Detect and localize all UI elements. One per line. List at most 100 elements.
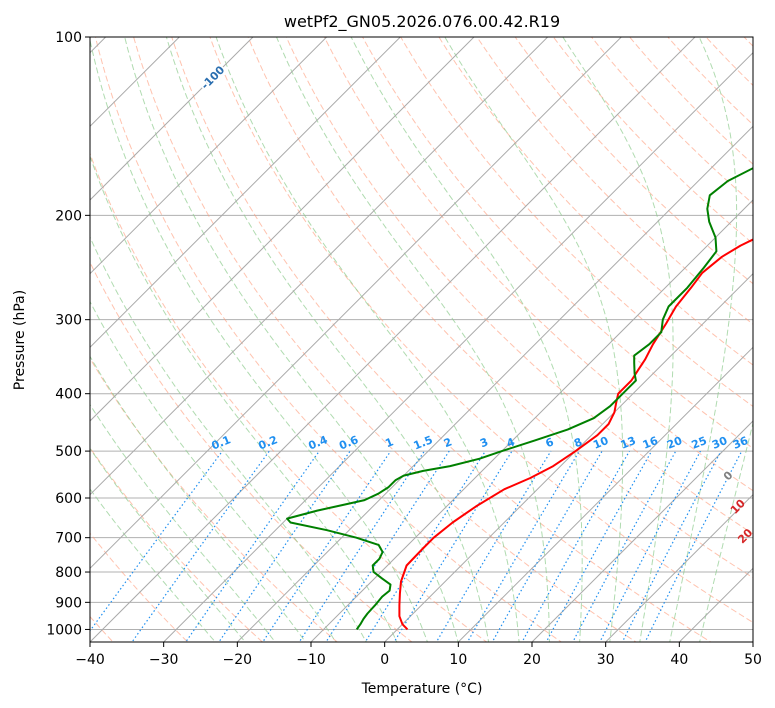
moist-adiabat-line xyxy=(90,154,398,642)
mixing-ratio-line xyxy=(621,450,722,642)
mixing-ratio-line xyxy=(435,450,552,642)
isotherm-line xyxy=(0,10,59,654)
moist-adiabat-line xyxy=(276,37,550,642)
y-tick-label: 1000 xyxy=(46,622,82,638)
mixing-ratio-line xyxy=(364,450,486,642)
mixing-ratio-label: 1.5 xyxy=(412,433,435,452)
mixing-ratio-line xyxy=(491,450,603,642)
mixing-ratio-label: 10 xyxy=(591,434,610,452)
dry-adiabat-line xyxy=(285,37,753,535)
dry-adiabat-line xyxy=(90,261,413,642)
dry-adiabat-line xyxy=(590,37,753,205)
dry-adiabat-line xyxy=(667,37,753,126)
mixing-ratio-label: 20 xyxy=(665,434,684,452)
mixing-ratio-label: 2 xyxy=(442,435,454,450)
mixing-ratio-line xyxy=(466,450,580,642)
dry-adiabat-line xyxy=(209,37,753,624)
mixing-ratio-label: 3 xyxy=(478,435,490,450)
x-tick-label: 30 xyxy=(597,652,615,668)
x-axis-label: Temperature (°C) xyxy=(361,681,483,697)
mixing-ratio-line xyxy=(262,450,392,642)
isotherm-line xyxy=(457,346,753,642)
mixing-ratio-line xyxy=(599,450,702,642)
dry-adiabat-line xyxy=(94,37,563,642)
y-tick-label: 600 xyxy=(55,491,82,507)
dry-adiabat-line xyxy=(361,37,753,449)
y-tick-label: 800 xyxy=(55,565,82,581)
dry-adiabat-line xyxy=(629,37,753,165)
mixing-ratio-label: 8 xyxy=(572,435,584,450)
moist-adiabat-line xyxy=(90,447,246,642)
mixing-ratio-label: 30 xyxy=(710,434,729,452)
isotherm-line xyxy=(604,493,753,642)
mixing-ratio-line xyxy=(185,450,320,642)
dry-adiabat-line xyxy=(133,37,637,642)
y-tick-label: 300 xyxy=(55,313,82,329)
isotherm-line xyxy=(90,37,696,642)
mixing-ratio-label: 36 xyxy=(731,434,750,452)
mixing-ratio-line xyxy=(298,450,425,642)
mixing-ratio-line xyxy=(644,450,743,642)
dry-adiabat-line xyxy=(400,37,753,408)
isotherm-line xyxy=(531,420,753,642)
dry-adiabat-label: 30 xyxy=(751,554,771,574)
moist-adiabat-line xyxy=(124,37,459,642)
mixing-ratio-label: 0.6 xyxy=(337,433,360,452)
axes-ticks: −40 −30 −20 −10 0 10 20 30 40 5010020030040050060… xyxy=(46,30,762,668)
isotherm-line xyxy=(90,37,328,275)
dry-adiabat-line xyxy=(90,357,338,642)
moist-adiabat-line xyxy=(215,37,520,642)
dry-adiabat-line xyxy=(756,10,775,654)
moist-adiabat-line xyxy=(90,235,367,642)
dry-adiabat-line xyxy=(552,37,753,245)
moist-adiabat-line xyxy=(350,37,583,642)
isotherm-line xyxy=(90,37,181,128)
dry-adiabat-label: 40 xyxy=(764,581,775,601)
moist-adiabat-line xyxy=(669,37,738,642)
mixing-ratio-label: 25 xyxy=(690,434,709,452)
plot-frame xyxy=(89,36,754,643)
y-axis-label: Pressure (hPa) xyxy=(12,290,28,390)
isotherm-line xyxy=(90,37,254,201)
dry-adiabat-line xyxy=(438,37,753,366)
dry-adiabat-line xyxy=(90,152,488,642)
y-tick-label: 400 xyxy=(55,387,82,403)
x-tick-label: −10 xyxy=(296,652,326,668)
x-tick-label: 50 xyxy=(744,652,762,668)
x-tick-label: −20 xyxy=(223,652,253,668)
y-tick-label: 200 xyxy=(55,208,82,224)
chart-title: wetPf2_GN05.2026.076.00.42.R19 xyxy=(284,12,560,32)
isotherm-line xyxy=(162,51,753,642)
dry-adiabat-line xyxy=(705,37,753,87)
moist-adiabat-label: 0 xyxy=(721,468,736,483)
moist-adiabat-line xyxy=(90,488,216,642)
x-tick-label: −30 xyxy=(149,652,179,668)
mixing-ratio-label: 13 xyxy=(619,434,638,452)
isotherm-line xyxy=(90,37,475,422)
x-tick-label: −40 xyxy=(75,652,105,668)
isotherm-line xyxy=(752,641,753,642)
mixing-ratio-label: 16 xyxy=(641,434,660,452)
moist-adiabat-line xyxy=(90,355,307,642)
y-tick-label: 100 xyxy=(55,30,82,46)
isotherm-line xyxy=(678,567,753,642)
isotherm-line xyxy=(90,37,623,570)
dry-adiabat-line xyxy=(323,37,753,492)
isotherm-line xyxy=(236,125,753,642)
isotherm-label: -100 xyxy=(199,63,228,92)
moist-adiabat-line xyxy=(90,38,429,642)
x-tick-label: 20 xyxy=(523,652,541,668)
mixing-ratio-line xyxy=(393,450,513,642)
mixing-ratio-label: 0.1 xyxy=(210,433,233,452)
moist-adiabat-line xyxy=(444,37,624,642)
temperature-profile-line xyxy=(398,238,753,631)
moist-adiabat-line xyxy=(562,37,674,642)
dry-adiabat-line xyxy=(247,37,753,579)
y-tick-label: 500 xyxy=(55,444,82,460)
moist-adiabat-line xyxy=(90,403,276,642)
x-tick-label: 0 xyxy=(380,652,389,668)
moist-adiabat-line xyxy=(699,421,753,642)
mixing-ratio-line xyxy=(131,450,270,642)
moist-adiabat-line xyxy=(165,37,490,642)
